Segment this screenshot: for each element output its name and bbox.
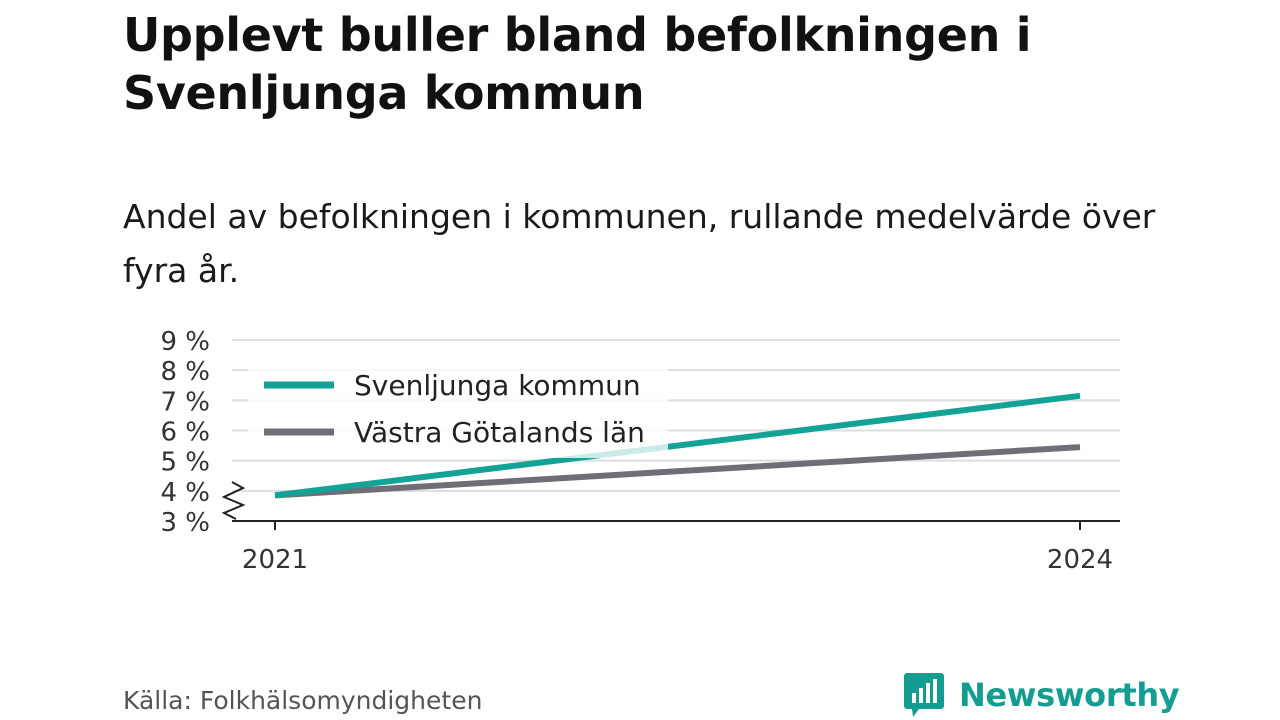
series-line-0 [274,392,1081,499]
legend-label: Västra Götalands län [354,416,645,449]
legend-label: Svenljunga kommun [354,369,641,402]
x-tick-label: 2024 [1047,545,1113,575]
brand-name: Newsworthy [959,676,1180,714]
y-tick-label: 4 % [160,478,210,508]
y-tick-label: 5 % [160,448,210,478]
newsworthy-logo-icon [904,673,944,717]
chart-title: Upplevt buller bland befolkningen i Sven… [123,8,1032,120]
y-tick-label: 9 % [160,327,210,357]
y-tick-label: 3 % [160,508,210,538]
x-tick-label: 2021 [242,545,308,575]
series-line-1 [274,444,1081,499]
y-tick-label: 8 % [160,357,210,387]
source-note: Källa: Folkhälsomyndigheten [123,686,483,715]
axis-break-icon [221,481,246,520]
chart-subtitle: Andel av befolkningen i kommunen, rullan… [123,197,1156,290]
y-tick-label: 7 % [160,387,210,417]
y-tick-label: 6 % [160,418,210,448]
brand-logo: Newsworthy [903,670,1180,720]
legend-background [248,362,668,458]
